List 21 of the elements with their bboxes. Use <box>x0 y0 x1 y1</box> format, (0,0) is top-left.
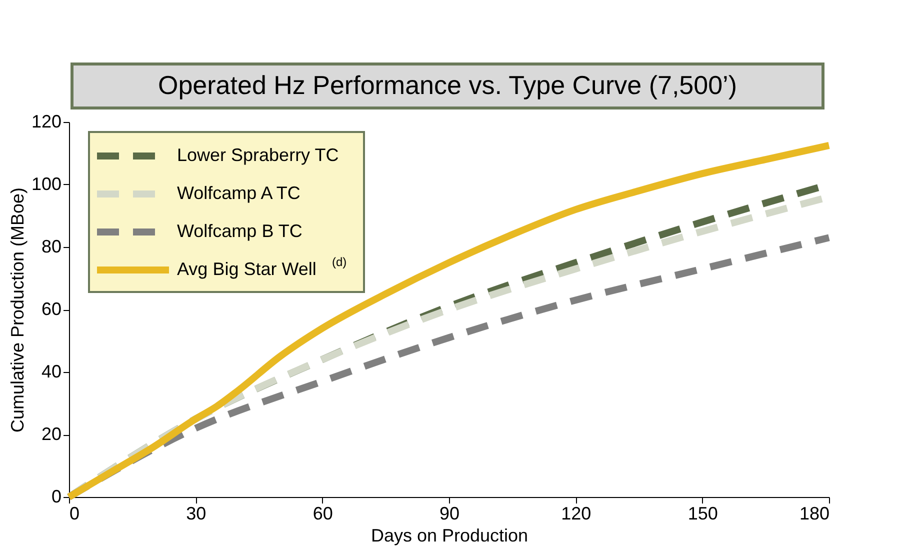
y-tick-label: 0 <box>51 486 62 506</box>
chart-title: Operated Hz Performance vs. Type Curve (7,500’) <box>158 70 737 100</box>
x-tick-label: 120 <box>561 504 592 524</box>
y-tick-label: 60 <box>41 299 62 319</box>
y-tick-label: 20 <box>41 424 62 444</box>
x-tick-label: 30 <box>186 504 206 524</box>
y-tick-label: 80 <box>41 236 62 256</box>
x-tick-label: 90 <box>439 504 460 524</box>
legend-label: Avg Big Star Well(d) <box>177 255 347 279</box>
legend-label: Wolfcamp A TC <box>177 183 300 203</box>
x-tick-label: 0 <box>70 504 80 524</box>
legend-label: Wolfcamp B TC <box>177 221 302 241</box>
y-tick-label: 40 <box>41 362 62 382</box>
y-axis-title: Cumulative Production (MBoe) <box>7 187 28 433</box>
y-tick-label: 120 <box>31 112 62 132</box>
legend-label: Lower Spraberry TC <box>177 145 339 165</box>
x-tick-label: 60 <box>312 504 333 524</box>
x-tick-label: 180 <box>799 504 830 524</box>
x-axis-title: Days on Production <box>370 526 528 546</box>
y-tick-label: 100 <box>31 174 62 194</box>
x-tick-label: 150 <box>688 504 718 524</box>
